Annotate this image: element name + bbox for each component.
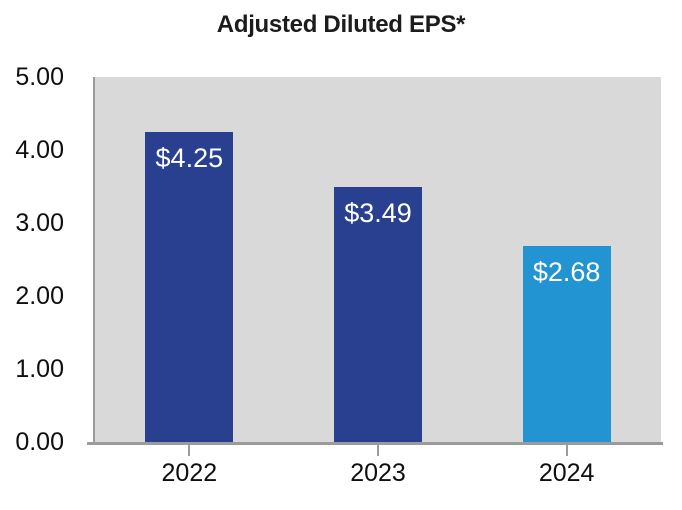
y-axis-line <box>93 77 95 445</box>
plot-area: $4.25 $3.49 $2.68 <box>95 77 661 442</box>
y-axis-tick-label: 5.00 <box>15 63 64 91</box>
x-axis-category-label: 2024 <box>538 459 595 487</box>
bar-2024: $2.68 <box>522 246 611 442</box>
y-axis-tick-label: 2.00 <box>15 282 64 310</box>
y-axis-tick-label: 1.00 <box>15 355 64 383</box>
bar-value-label: $3.49 <box>344 198 412 229</box>
bar-value-label: $2.68 <box>532 257 601 288</box>
x-axis-tick <box>377 445 379 456</box>
y-axis-tick-label: 0.00 <box>15 428 64 456</box>
x-axis-tick <box>188 445 191 456</box>
x-axis-line <box>87 442 663 445</box>
bar-2023: $3.49 <box>334 187 422 442</box>
x-axis-tick <box>565 445 568 456</box>
bar-value-label: $4.25 <box>155 142 224 173</box>
chart-title: Adjusted Diluted EPS* <box>216 11 466 38</box>
bar-2022: $4.25 <box>145 131 234 442</box>
y-axis-tick-label: 3.00 <box>15 209 64 237</box>
x-axis-category-label: 2022 <box>161 459 218 487</box>
y-axis-tick-label: 4.00 <box>15 136 64 164</box>
x-axis-category-label: 2023 <box>350 459 406 487</box>
